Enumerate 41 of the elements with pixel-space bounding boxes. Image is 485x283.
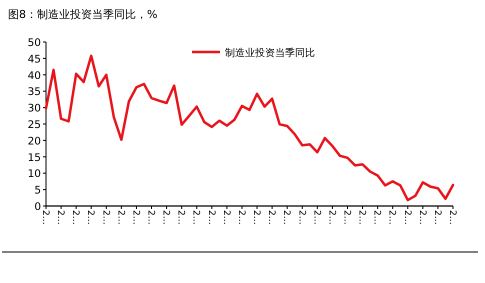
x-tick-label: 2… (432, 210, 442, 225)
x-tick-label: 2… (402, 210, 412, 225)
x-tick-label: 2… (55, 210, 66, 225)
y-tick-label: 15 (28, 152, 41, 164)
x-tick-label: 2… (115, 210, 126, 225)
x-tick-label: 2… (176, 210, 186, 225)
x-tick-label: 2… (130, 210, 140, 225)
y-tick-label: 35 (28, 86, 41, 98)
x-tick-label: 2… (85, 210, 96, 225)
y-tick-label: 25 (28, 119, 41, 131)
x-tick-label: 2… (266, 210, 276, 225)
y-tick-label: 50 (28, 37, 41, 49)
x-tick-label: 2… (447, 210, 457, 225)
x-tick-label: 2… (146, 210, 156, 225)
y-tick-label: 10 (28, 168, 41, 180)
x-tick-label: 2… (386, 210, 397, 225)
x-tick-label: 2… (372, 210, 382, 225)
x-tick-label: 2… (70, 210, 80, 225)
legend-label: 制造业投资当季同比 (225, 47, 315, 59)
y-tick-label: 0 (34, 201, 41, 213)
x-tick-label: 2… (160, 210, 171, 225)
x-tick-label: 2… (416, 210, 427, 225)
x-tick-label: 2… (100, 210, 110, 225)
x-tick-label: 2… (281, 210, 292, 225)
y-tick-label: 20 (28, 135, 41, 148)
y-tick-label: 5 (34, 184, 41, 197)
x-tick-label: 2… (356, 210, 367, 225)
x-tick-label: 2… (236, 210, 246, 225)
x-tick-label: 2… (341, 210, 352, 225)
x-tick-label: 2… (40, 210, 50, 225)
x-tick-label: 2… (326, 210, 336, 225)
y-tick-label: 45 (28, 53, 41, 66)
y-tick-label: 30 (28, 102, 41, 115)
chart-title: 图8：制造业投资当季同比，% (8, 8, 158, 21)
x-tick-label: 2… (220, 210, 231, 225)
x-tick-label: 2… (311, 210, 322, 225)
x-tick-label: 2… (206, 210, 216, 225)
y-tick-label: 40 (28, 70, 41, 82)
x-tick-label: 2… (190, 210, 201, 225)
x-tick-label: 2… (296, 210, 306, 225)
x-tick-label: 2… (251, 210, 262, 225)
